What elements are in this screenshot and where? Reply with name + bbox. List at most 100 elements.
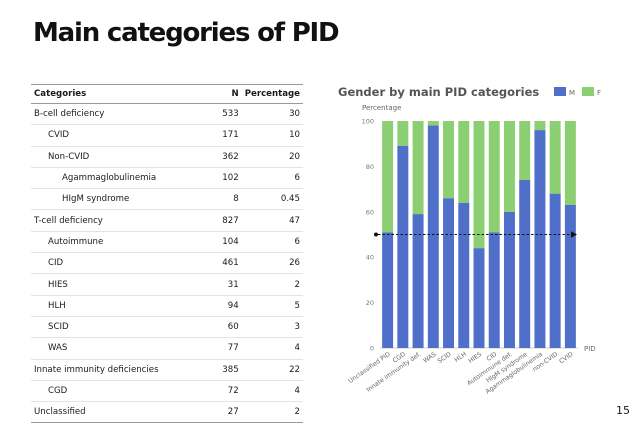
row-category: SCID xyxy=(31,316,212,339)
row-category: CGD xyxy=(31,380,212,403)
row-category: Non-CVID xyxy=(31,146,212,168)
table-row: Innate immunity deficiencies 385 22 xyxy=(31,359,303,381)
pid-categories-table: Categories N Percentage B-cell deficienc… xyxy=(31,84,303,424)
row-n: 8 xyxy=(211,188,242,211)
x-tick-label: SCID xyxy=(437,351,453,365)
bar-f xyxy=(473,121,485,249)
row-percentage: 10 xyxy=(241,124,303,147)
bar-m xyxy=(412,214,424,348)
row-percentage: 47 xyxy=(241,209,303,232)
header-percentage: Percentage xyxy=(241,84,303,104)
row-category: Autoimmune xyxy=(31,231,212,254)
reference-arrow-icon xyxy=(571,231,577,238)
bar-m xyxy=(549,193,561,348)
row-n: 362 xyxy=(211,146,242,168)
y-axis-label: Percentage xyxy=(362,104,401,112)
row-n: 27 xyxy=(211,401,242,424)
x-tick-label: CVID xyxy=(558,351,575,366)
slide-title: Main categories of PID xyxy=(33,18,340,48)
legend-swatch-m xyxy=(554,87,566,96)
page-number: 15 xyxy=(616,404,630,417)
row-percentage: 26 xyxy=(241,252,303,275)
bar-f xyxy=(534,121,546,131)
bar-f xyxy=(443,121,455,199)
row-n: 827 xyxy=(211,209,242,232)
table-row: CVID 171 10 xyxy=(31,124,303,147)
row-percentage: 6 xyxy=(241,167,303,190)
row-category: CID xyxy=(31,252,212,275)
bar-f xyxy=(427,121,439,126)
bar-m xyxy=(443,198,455,348)
chart-title: Gender by main PID categories xyxy=(338,85,539,99)
table-row: WAS 77 4 xyxy=(31,337,303,360)
row-n: 533 xyxy=(211,103,242,126)
row-percentage: 3 xyxy=(241,316,303,339)
table-row: Agammaglobulinemia 102 6 xyxy=(31,167,303,190)
table-row: CID 461 26 xyxy=(31,252,303,275)
table-row: Autoimmune 104 6 xyxy=(31,231,303,254)
row-n: 104 xyxy=(211,231,242,254)
x-tick-label: WAS xyxy=(422,351,437,365)
row-percentage: 2 xyxy=(241,401,303,424)
table-row: Unclassified 27 2 xyxy=(31,401,303,424)
bar-m xyxy=(458,202,470,348)
row-n: 461 xyxy=(211,252,242,275)
header-categories: Categories xyxy=(31,84,212,104)
row-n: 385 xyxy=(211,359,242,381)
bar-f xyxy=(503,121,515,212)
bar-f xyxy=(397,121,409,146)
table-row: HIgM syndrome 8 0.45 xyxy=(31,188,303,211)
row-percentage: 6 xyxy=(241,231,303,254)
y-tick-label: 100 xyxy=(362,118,374,126)
bar-f xyxy=(382,121,394,233)
row-category: Agammaglobulinemia xyxy=(31,167,212,190)
bar-m xyxy=(564,204,576,348)
table-row: T-cell deficiency 827 47 xyxy=(31,209,303,232)
gender-chart-svg: Gender by main PID categories M F Percentag… xyxy=(338,85,601,396)
x-axis-label: PID xyxy=(584,345,596,353)
row-percentage: 4 xyxy=(241,337,303,360)
bar-f xyxy=(549,121,561,194)
reference-line-start xyxy=(374,232,378,237)
table-header-row: Categories N Percentage xyxy=(31,84,303,104)
bar-m xyxy=(519,180,531,348)
row-percentage: 20 xyxy=(241,146,303,168)
row-category: HIgM syndrome xyxy=(31,188,212,211)
row-percentage: 0.45 xyxy=(241,188,303,211)
bar-m xyxy=(534,130,546,348)
legend-label-f: F xyxy=(597,89,601,97)
bar-f xyxy=(519,121,531,181)
table-row: SCID 60 3 xyxy=(31,316,303,339)
row-category: Unclassified xyxy=(31,401,212,424)
row-category: HLH xyxy=(31,295,212,317)
table-row: B-cell deficiency 533 30 xyxy=(31,103,303,126)
row-percentage: 2 xyxy=(241,273,303,296)
bar-m xyxy=(473,248,485,348)
row-category: HIES xyxy=(31,273,212,296)
row-percentage: 22 xyxy=(241,359,303,381)
legend-swatch-f xyxy=(582,87,594,96)
bar-m xyxy=(397,145,409,348)
row-category: T-cell deficiency xyxy=(31,209,212,232)
row-percentage: 5 xyxy=(241,295,303,317)
y-tick-label: 20 xyxy=(366,299,374,307)
y-tick-label: 60 xyxy=(366,208,374,216)
table-row: HLH 94 5 xyxy=(31,295,303,317)
row-n: 94 xyxy=(211,295,242,317)
table-body: B-cell deficiency 533 30 CVID 171 10 Non-CVID 3… xyxy=(31,103,303,424)
legend-label-m: M xyxy=(569,89,575,97)
y-tick-label: 40 xyxy=(366,254,374,262)
table-row: CGD 72 4 xyxy=(31,380,303,403)
row-n: 77 xyxy=(211,337,242,360)
y-tick-label: 80 xyxy=(366,163,374,171)
row-category: WAS xyxy=(31,337,212,360)
row-n: 31 xyxy=(211,273,242,296)
row-percentage: 4 xyxy=(241,380,303,403)
bar-f xyxy=(458,121,470,203)
row-category: B-cell deficiency xyxy=(31,103,212,126)
bar-f xyxy=(488,121,500,233)
row-n: 60 xyxy=(211,316,242,339)
row-category: Innate immunity deficiencies xyxy=(31,359,212,381)
bar-m xyxy=(488,232,500,348)
row-percentage: 30 xyxy=(241,103,303,126)
